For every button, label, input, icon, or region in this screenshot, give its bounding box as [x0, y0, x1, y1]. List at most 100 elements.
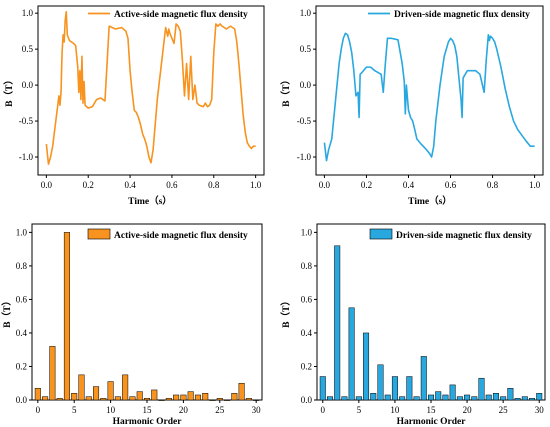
x-tick-label: 0.4	[124, 180, 136, 190]
bar	[456, 396, 463, 401]
y-tick-label: 0.0	[300, 80, 312, 90]
x-axis-title: Harmonic Order	[113, 417, 183, 427]
bar	[377, 364, 384, 401]
y-tick-label: 0.2	[16, 361, 27, 371]
bar	[93, 386, 100, 401]
x-axis-title: Time（s）	[128, 195, 172, 207]
y-tick-label: -1.0	[297, 152, 312, 162]
bar	[158, 399, 165, 401]
y-tick-label: 0.8	[16, 261, 28, 271]
x-tick-label: 15	[143, 405, 153, 415]
x-tick-label: 10	[106, 405, 116, 415]
y-tick-label: 0.5	[300, 44, 312, 54]
bar	[173, 394, 180, 401]
bar	[100, 398, 107, 401]
bar	[363, 332, 370, 401]
bar	[165, 398, 172, 401]
bar	[71, 393, 78, 401]
x-tick-label: 25	[499, 405, 509, 415]
bar	[406, 376, 413, 401]
x-axis-title: Time（s）	[408, 195, 452, 207]
bar	[224, 399, 231, 401]
bar	[355, 396, 362, 401]
bar	[485, 394, 492, 401]
series-line	[323, 32, 535, 162]
axis-ticks: 0 5 10 15 20 25 30 0.0 0.2 0.4 0.6 0.8 1.0	[301, 227, 544, 415]
x-tick-label: 20	[179, 405, 189, 415]
x-tick-label: 0.2	[83, 180, 94, 190]
y-tick-label: 0.6	[301, 294, 313, 304]
bar	[435, 391, 442, 401]
bar	[492, 393, 499, 401]
legend-swatch	[369, 228, 393, 240]
bar	[85, 396, 92, 401]
bar	[500, 396, 507, 401]
bar	[143, 398, 151, 401]
legend-label: Driven-side magnetic flux density	[394, 10, 530, 20]
y-tick-label: 0.4	[16, 328, 28, 338]
x-tick-label: 5	[72, 405, 77, 415]
x-tick-label: 1.0	[529, 180, 541, 190]
x-tick-label: 0.6	[166, 180, 178, 190]
x-tick-label: 15	[427, 405, 437, 415]
x-axis-title: Harmonic Order	[397, 417, 467, 427]
y-axis-title: B（T）	[280, 75, 292, 107]
legend: Active-side magnetic flux density	[88, 10, 248, 20]
y-tick-label: 1.0	[22, 8, 34, 18]
bar	[471, 396, 478, 401]
x-tick-label: 0	[36, 405, 41, 415]
y-axis-title: B（T）	[3, 75, 15, 107]
y-tick-label: 0.5	[22, 44, 34, 54]
bar	[238, 382, 245, 401]
bar	[319, 376, 326, 401]
y-tick-label: 0.0	[16, 395, 28, 405]
bar	[56, 398, 63, 401]
y-axis-title: B（T）	[280, 296, 292, 328]
legend: Driven-side magnetic flux density	[369, 228, 532, 241]
series-line	[45, 10, 256, 166]
bar	[348, 307, 355, 401]
axis-ticks: 0.0 0.2 0.4 0.6 0.8 1.0 -1.0 -0.5 0.0 0.5 1.0	[19, 8, 262, 190]
bar	[42, 396, 49, 401]
bar	[464, 394, 471, 401]
bar	[428, 394, 434, 401]
x-tick-label: 25	[215, 405, 225, 415]
bar	[114, 396, 121, 401]
x-tick-label: 0.0	[41, 180, 53, 190]
bar	[107, 381, 114, 401]
bar	[399, 396, 406, 401]
y-tick-label: 0.0	[301, 395, 313, 405]
axis-ticks: 0.0 0.2 0.4 0.6 0.8 1.0 -1.0 -0.5 0.0 0.5 1.0	[297, 8, 541, 190]
y-tick-label: 0.2	[301, 361, 312, 371]
x-tick-label: 5	[357, 405, 362, 415]
x-tick-label: 0	[321, 405, 326, 415]
x-tick-label: 1.0	[250, 180, 262, 190]
x-tick-label: 0.8	[487, 180, 499, 190]
legend-label: Active-side magnetic flux density	[114, 10, 248, 20]
y-tick-label: 0.0	[22, 80, 34, 90]
bar	[231, 393, 238, 401]
y-tick-label: 1.0	[301, 227, 313, 237]
bar	[34, 388, 41, 401]
bar	[209, 399, 216, 401]
plot-frame	[315, 5, 544, 176]
x-tick-label: 30	[252, 405, 262, 415]
x-tick-label: 0.8	[208, 180, 220, 190]
bar	[334, 245, 341, 401]
y-tick-label: 0.8	[301, 261, 313, 271]
bar	[202, 393, 209, 401]
bar	[384, 394, 391, 401]
axis-ticks: 0 5 10 15 20 25 30 0.0 0.2 0.4 0.6 0.8 1.0	[16, 227, 261, 415]
x-tick-label: 20	[463, 405, 473, 415]
y-tick-label: -1.0	[19, 152, 34, 162]
x-tick-label: 0.4	[403, 180, 415, 190]
bar	[78, 374, 85, 401]
bar	[341, 396, 348, 401]
y-tick-label: 0.4	[301, 328, 313, 338]
legend-label: Driven-side magnetic flux density	[396, 231, 532, 241]
active-side-flux-waveform-chart: 0.0 0.2 0.4 0.6 0.8 1.0 -1.0 -0.5 0.0 0.5 1.0 Acti…	[3, 5, 265, 207]
bar	[151, 389, 158, 401]
x-tick-label: 10	[390, 405, 400, 415]
bar	[529, 398, 536, 401]
